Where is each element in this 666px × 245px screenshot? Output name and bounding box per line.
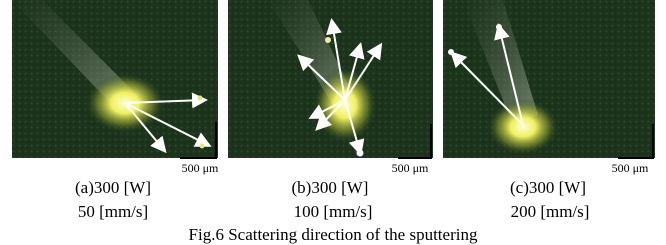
scale-label: 500 μm — [182, 161, 219, 175]
scale-label: 500 μm — [612, 161, 649, 175]
figure: 500 μm 500 μm 500 μm (a)300 [W] (b)300 [… — [0, 0, 666, 245]
photo-a — [12, 0, 218, 158]
panel-label: (b)300 [W] — [292, 178, 369, 197]
panel-speed: 100 [mm/s] — [294, 202, 373, 221]
panel-speed: 50 [mm/s] — [78, 202, 148, 221]
photo-b — [228, 0, 433, 158]
photo-c — [443, 0, 655, 158]
panel-label: (c)300 [W] — [510, 178, 586, 197]
scale-label: 500 μm — [392, 161, 429, 175]
panel-speed: 200 [mm/s] — [511, 202, 590, 221]
figure-caption: Fig.6 Scattering direction of the sputte… — [189, 225, 478, 244]
panel-label: (a)300 [W] — [75, 178, 151, 197]
